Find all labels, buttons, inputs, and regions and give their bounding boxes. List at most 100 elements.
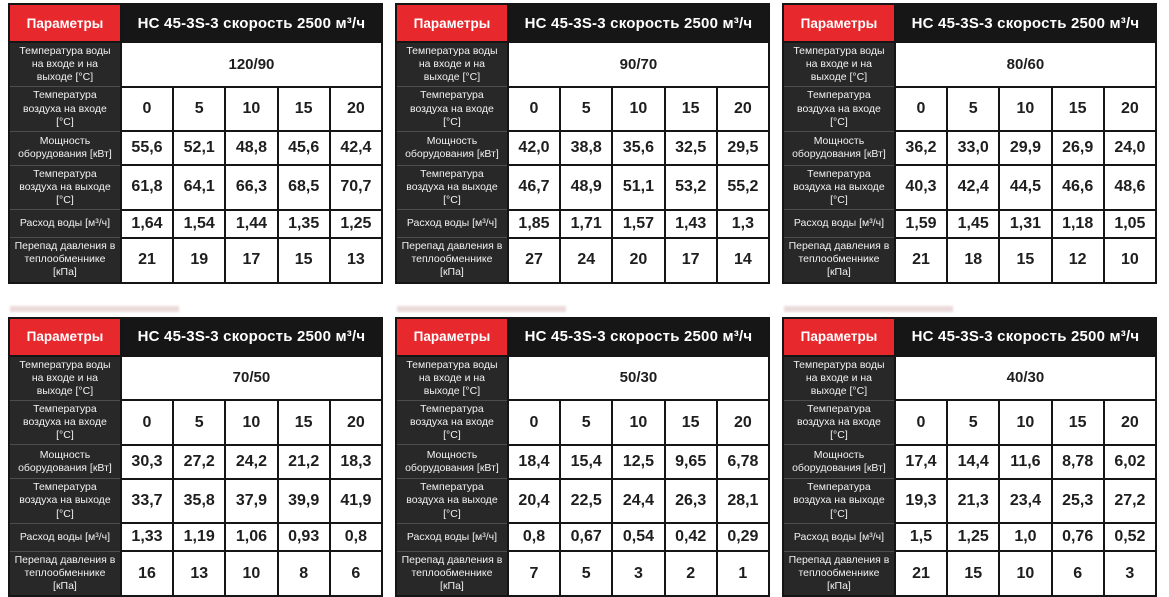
row-label-air-inlet: Температура воздуха на входе [°С] (783, 400, 895, 444)
air-inlet-temp-value: 15 (278, 400, 330, 444)
air-outlet-temp-value: 48,9 (560, 165, 612, 209)
row-label-water-temp: Температура воды на входе и на выходе [°… (396, 356, 508, 401)
air-inlet-temp-value: 10 (612, 87, 664, 131)
air-outlet-temp-value: 64,1 (173, 165, 225, 209)
power-row: Мощность оборудования [кВт] 36,2 33,0 29… (783, 131, 1156, 165)
air-outlet-temp-value: 46,6 (1052, 165, 1104, 209)
water-flow-value: 1,85 (508, 210, 560, 238)
pressure-drop-value: 24 (560, 238, 612, 283)
power-value: 55,6 (121, 131, 173, 165)
power-value: 42,4 (330, 131, 382, 165)
air-inlet-temp-value: 5 (173, 87, 225, 131)
water-flow-value: 1,33 (121, 523, 173, 551)
pressure-drop-value: 15 (999, 238, 1051, 283)
water-flow-value: 1,35 (278, 210, 330, 238)
row-label-power: Мощность оборудования [кВт] (396, 445, 508, 479)
air-inlet-temp-value: 5 (947, 87, 999, 131)
water-flow-row: Расход воды [м³/ч] 0,8 0,67 0,54 0,42 0,… (396, 523, 769, 551)
row-label-pressure-drop: Перепад давления в теплообменнике [кПа] (9, 238, 121, 283)
params-header-cell: Параметры (783, 4, 895, 42)
air-outlet-temp-value: 23,4 (999, 479, 1051, 523)
water-temp-row: Температура воды на входе и на выходе [°… (396, 42, 769, 87)
air-outlet-temp-value: 51,1 (612, 165, 664, 209)
water-flow-row: Расход воды [м³/ч] 1,64 1,54 1,44 1,35 1… (9, 210, 382, 238)
table-header-row: Параметры НС 45-3S-3 скорость 2500 м³/ч (783, 4, 1156, 42)
row-label-water-flow: Расход воды [м³/ч] (9, 523, 121, 551)
air-outlet-temp-value: 22,5 (560, 479, 612, 523)
power-value: 33,0 (947, 131, 999, 165)
air-inlet-temp-row: Температура воздуха на входе [°С] 0 5 10… (396, 400, 769, 444)
table-title: НС 45-3S-3 скорость 2500 м³/ч (121, 318, 382, 356)
air-outlet-temp-value: 44,5 (999, 165, 1051, 209)
air-inlet-temp-value: 5 (560, 87, 612, 131)
row-label-water-temp: Температура воды на входе и на выходе [°… (396, 42, 508, 87)
air-inlet-temp-value: 5 (947, 400, 999, 444)
water-flow-value: 1,57 (612, 210, 664, 238)
power-value: 6,02 (1104, 445, 1156, 479)
pressure-drop-value: 5 (560, 551, 612, 596)
pressure-drop-value: 10 (999, 551, 1051, 596)
air-inlet-temp-value: 20 (1104, 400, 1156, 444)
power-value: 24,0 (1104, 131, 1156, 165)
performance-table-grid: Параметры НС 45-3S-3 скорость 2500 м³/ч … (395, 3, 770, 284)
row-label-pressure-drop: Перепад давления в теплообменнике [кПа] (783, 238, 895, 283)
air-outlet-temp-value: 33,7 (121, 479, 173, 523)
air-outlet-temp-value: 21,3 (947, 479, 999, 523)
row-label-air-outlet: Температура воздуха на выходе [°С] (783, 165, 895, 209)
power-value: 35,6 (612, 131, 664, 165)
pressure-drop-value: 17 (225, 238, 277, 283)
row-label-power: Мощность оборудования [кВт] (783, 131, 895, 165)
water-temp-inout-value: 120/90 (121, 42, 382, 87)
pressure-drop-value: 15 (278, 238, 330, 283)
performance-table-grid: Параметры НС 45-3S-3 скорость 2500 м³/ч … (8, 3, 383, 284)
water-temp-row: Температура воды на входе и на выходе [°… (396, 356, 769, 401)
air-inlet-temp-value: 0 (895, 400, 947, 444)
air-outlet-temp-value: 19,3 (895, 479, 947, 523)
water-flow-row: Расход воды [м³/ч] 1,33 1,19 1,06 0,93 0… (9, 523, 382, 551)
pressure-drop-value: 15 (947, 551, 999, 596)
air-inlet-temp-value: 20 (1104, 87, 1156, 131)
air-inlet-temp-value: 10 (999, 400, 1051, 444)
water-flow-value: 1,25 (947, 523, 999, 551)
air-outlet-temp-value: 26,3 (665, 479, 717, 523)
power-value: 45,6 (278, 131, 330, 165)
row-label-air-outlet: Температура воздуха на выходе [°С] (396, 165, 508, 209)
air-outlet-temp-value: 66,3 (225, 165, 277, 209)
table-title: НС 45-3S-3 скорость 2500 м³/ч (121, 4, 382, 42)
power-row: Мощность оборудования [кВт] 18,4 15,4 12… (396, 445, 769, 479)
performance-table: Параметры НС 45-3S-3 скорость 2500 м³/ч … (8, 3, 383, 284)
air-outlet-temp-row: Температура воздуха на выходе [°С] 61,8 … (9, 165, 382, 209)
power-value: 26,9 (1052, 131, 1104, 165)
pressure-drop-row: Перепад давления в теплообменнике [кПа] … (9, 238, 382, 283)
air-inlet-temp-value: 15 (1052, 400, 1104, 444)
water-flow-value: 1,19 (173, 523, 225, 551)
water-temp-row: Температура воды на входе и на выходе [°… (783, 42, 1156, 87)
power-value: 29,9 (999, 131, 1051, 165)
pressure-drop-value: 21 (121, 238, 173, 283)
table-header-row: Параметры НС 45-3S-3 скорость 2500 м³/ч (783, 318, 1156, 356)
power-value: 6,78 (717, 445, 769, 479)
pressure-drop-value: 8 (278, 551, 330, 596)
row-label-air-inlet: Температура воздуха на входе [°С] (783, 87, 895, 131)
water-temp-inout-value: 50/30 (508, 356, 769, 401)
pressure-drop-value: 13 (173, 551, 225, 596)
pressure-drop-value: 27 (508, 238, 560, 283)
params-header-cell: Параметры (396, 318, 508, 356)
air-outlet-temp-value: 41,9 (330, 479, 382, 523)
pressure-drop-value: 2 (665, 551, 717, 596)
pressure-drop-row: Перепад давления в теплообменнике [кПа] … (396, 238, 769, 283)
power-value: 18,4 (508, 445, 560, 479)
pressure-drop-value: 3 (612, 551, 664, 596)
water-flow-value: 1,0 (999, 523, 1051, 551)
water-flow-value: 1,18 (1052, 210, 1104, 238)
power-value: 32,5 (665, 131, 717, 165)
table-title: НС 45-3S-3 скорость 2500 м³/ч (895, 318, 1156, 356)
air-outlet-temp-row: Температура воздуха на выходе [°С] 19,3 … (783, 479, 1156, 523)
performance-table: Параметры НС 45-3S-3 скорость 2500 м³/ч … (782, 317, 1157, 597)
water-temp-row: Температура воды на входе и на выходе [°… (783, 356, 1156, 401)
water-flow-value: 1,3 (717, 210, 769, 238)
pressure-drop-value: 14 (717, 238, 769, 283)
table-header-row: Параметры НС 45-3S-3 скорость 2500 м³/ч (9, 4, 382, 42)
water-temp-inout-value: 90/70 (508, 42, 769, 87)
power-row: Мощность оборудования [кВт] 55,6 52,1 48… (9, 131, 382, 165)
